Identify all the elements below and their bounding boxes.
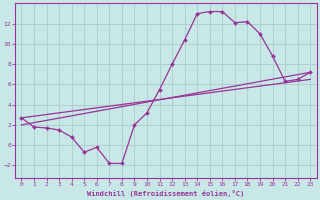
X-axis label: Windchill (Refroidissement éolien,°C): Windchill (Refroidissement éolien,°C) (87, 190, 244, 197)
